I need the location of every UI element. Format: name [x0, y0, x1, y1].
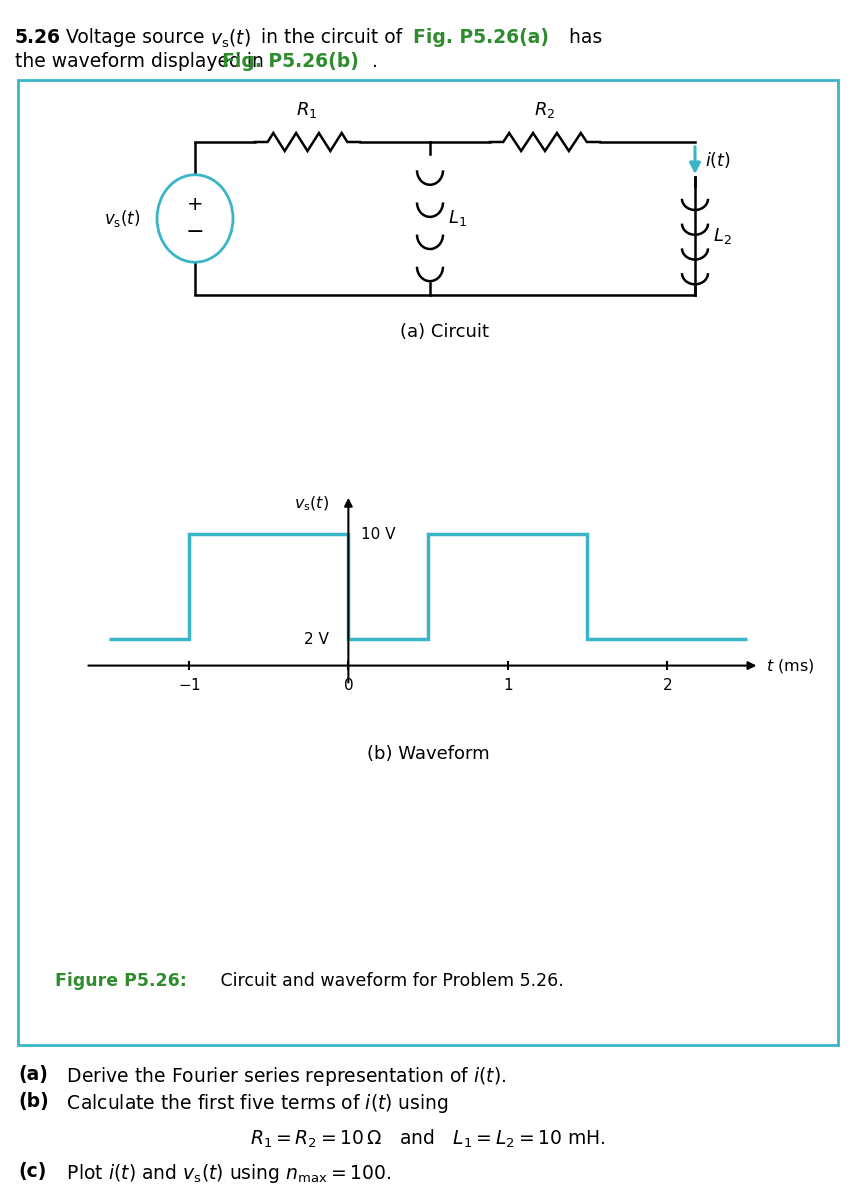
- Text: $i(t)$: $i(t)$: [705, 150, 731, 170]
- Text: $2$: $2$: [662, 677, 672, 694]
- Text: Fig. P5.26(b): Fig. P5.26(b): [222, 52, 359, 71]
- Text: 10 V: 10 V: [361, 527, 395, 542]
- Text: $L_1$: $L_1$: [448, 209, 467, 228]
- Text: $R_2$: $R_2$: [534, 100, 556, 120]
- Text: Voltage source: Voltage source: [66, 28, 211, 47]
- Text: −: −: [186, 222, 205, 241]
- Text: $v_\mathrm{s}(t)$: $v_\mathrm{s}(t)$: [104, 208, 140, 229]
- Text: has: has: [563, 28, 603, 47]
- Text: $R_1$: $R_1$: [296, 100, 318, 120]
- Text: $1$: $1$: [502, 677, 513, 694]
- Text: $v_\mathrm{s}(t)$: $v_\mathrm{s}(t)$: [294, 494, 330, 514]
- Text: Calculate the first five terms of $i(t)$ using: Calculate the first five terms of $i(t)$…: [55, 1092, 449, 1115]
- Text: $0$: $0$: [343, 677, 354, 694]
- Text: $R_1 = R_2 = 10\,\Omega\quad\mathrm{and}\quad L_1 = L_2 = 10\ \mathrm{mH}.$: $R_1 = R_2 = 10\,\Omega\quad\mathrm{and}…: [250, 1128, 606, 1151]
- Text: $-1$: $-1$: [177, 677, 200, 694]
- Ellipse shape: [157, 175, 233, 263]
- Bar: [18, 80, 838, 1045]
- Text: .: .: [372, 52, 377, 71]
- Text: 5.26: 5.26: [15, 28, 61, 47]
- Text: $t$ (ms): $t$ (ms): [765, 656, 814, 674]
- Text: Plot $i(t)$ and $v_\mathrm{s}(t)$ using $n_{\mathrm{max}} = 100$.: Plot $i(t)$ and $v_\mathrm{s}(t)$ using …: [55, 1162, 391, 1186]
- Text: in the circuit of: in the circuit of: [255, 28, 408, 47]
- Text: (a): (a): [18, 1066, 48, 1084]
- Text: (c): (c): [18, 1162, 46, 1181]
- Text: 2 V: 2 V: [305, 632, 330, 647]
- Text: $v_\mathrm{s}(t)$: $v_\mathrm{s}(t)$: [210, 28, 251, 50]
- Text: Circuit and waveform for Problem 5.26.: Circuit and waveform for Problem 5.26.: [215, 972, 564, 990]
- Text: Fig. P5.26(a): Fig. P5.26(a): [413, 28, 549, 47]
- Text: Derive the Fourier series representation of $i(t)$.: Derive the Fourier series representation…: [55, 1066, 506, 1088]
- Text: +: +: [187, 194, 203, 214]
- Text: (b) Waveform: (b) Waveform: [366, 744, 490, 763]
- Text: (b): (b): [18, 1092, 49, 1111]
- Text: (a) Circuit: (a) Circuit: [401, 323, 490, 341]
- Text: Figure P5.26:: Figure P5.26:: [55, 972, 187, 990]
- Text: $L_2$: $L_2$: [713, 226, 732, 246]
- Text: the waveform displayed in: the waveform displayed in: [15, 52, 270, 71]
